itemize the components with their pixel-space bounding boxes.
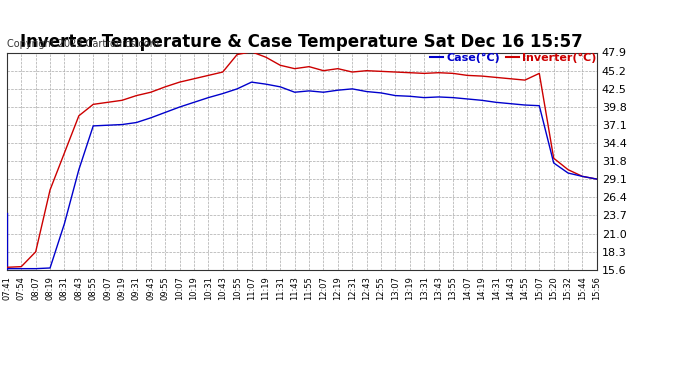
Legend: Case(°C), Inverter(°C): Case(°C), Inverter(°C) bbox=[430, 53, 597, 63]
Title: Inverter Temperature & Case Temperature Sat Dec 16 15:57: Inverter Temperature & Case Temperature … bbox=[21, 33, 583, 51]
Text: Copyright 2023 Cartronics.com: Copyright 2023 Cartronics.com bbox=[7, 39, 159, 50]
